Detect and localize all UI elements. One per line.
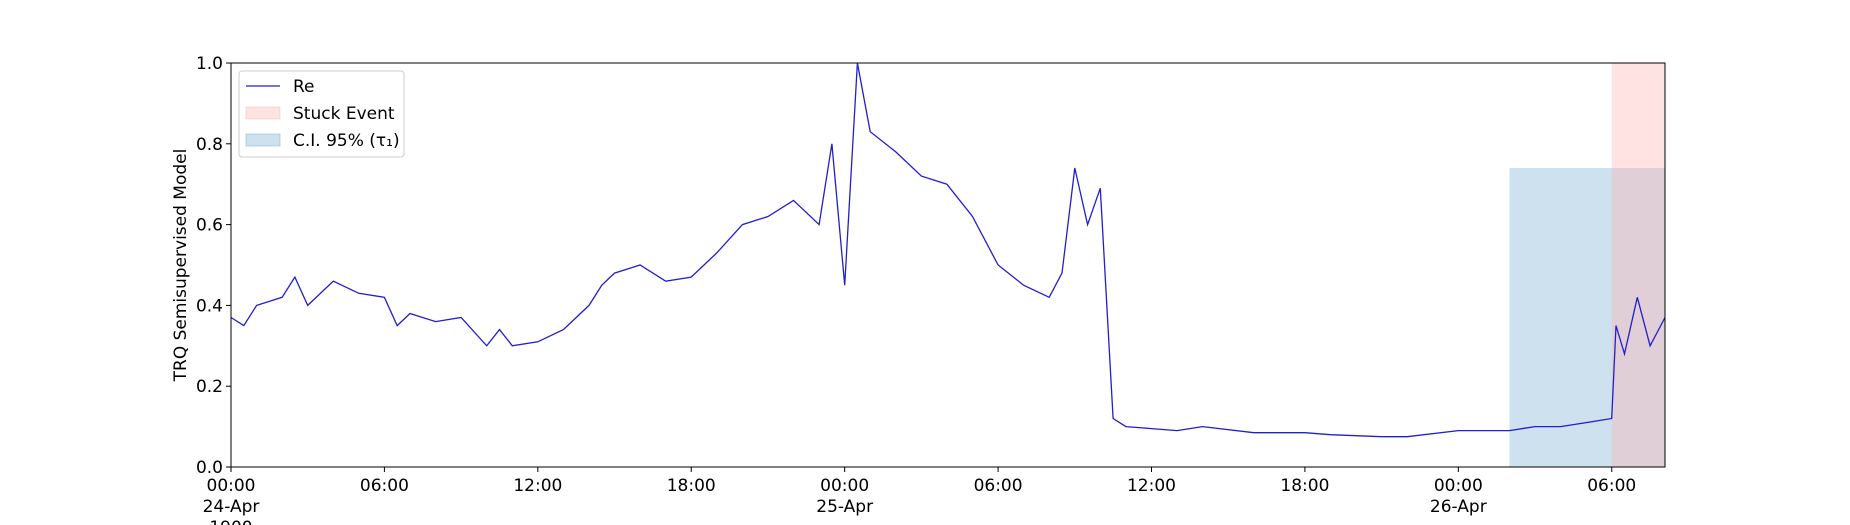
x-tick-label: 06:00: [360, 476, 409, 496]
x-tick-label: 00:00: [1434, 476, 1483, 496]
y-tick-label: 0.6: [196, 216, 223, 236]
x-tick-label: 1900: [209, 518, 252, 525]
x-tick-label: 06:00: [974, 476, 1023, 496]
legend-label: Re: [293, 77, 315, 97]
y-axis-label: TRQ Semisupervised Model: [171, 149, 191, 383]
x-tick-label: 25-Apr: [816, 497, 873, 517]
x-tick-label: 18:00: [667, 476, 716, 496]
plot-frame: [230, 62, 1666, 468]
legend-patch: [245, 106, 281, 120]
x-tick-label: 18:00: [1280, 476, 1329, 496]
data-line: [230, 62, 1666, 438]
shaded-span: [1509, 168, 1665, 468]
legend: Re Stuck Event C.I. 95% (τ₁): [238, 70, 405, 158]
x-tick-label: 00:00: [820, 476, 869, 496]
legend-patch: [245, 133, 281, 147]
y-tick-label: 1.0: [196, 54, 223, 74]
x-tick-label: 06:00: [1587, 476, 1636, 496]
y-tick-label: 0.0: [196, 458, 223, 478]
x-tick-label: 12:00: [1127, 476, 1176, 496]
shaded-span: [1611, 63, 1665, 467]
y-tick-label: 0.8: [196, 135, 223, 155]
x-tick-label: 26-Apr: [1430, 497, 1487, 517]
x-tick-label: 24-Apr: [203, 497, 260, 517]
legend-label: C.I. 95% (τ₁): [293, 131, 400, 151]
legend-label: Stuck Event: [293, 104, 395, 124]
y-tick-label: 0.4: [196, 296, 223, 316]
x-tick-label: 00:00: [207, 476, 256, 496]
y-tick-label: 0.2: [196, 377, 223, 397]
x-tick-label: 12:00: [513, 476, 562, 496]
